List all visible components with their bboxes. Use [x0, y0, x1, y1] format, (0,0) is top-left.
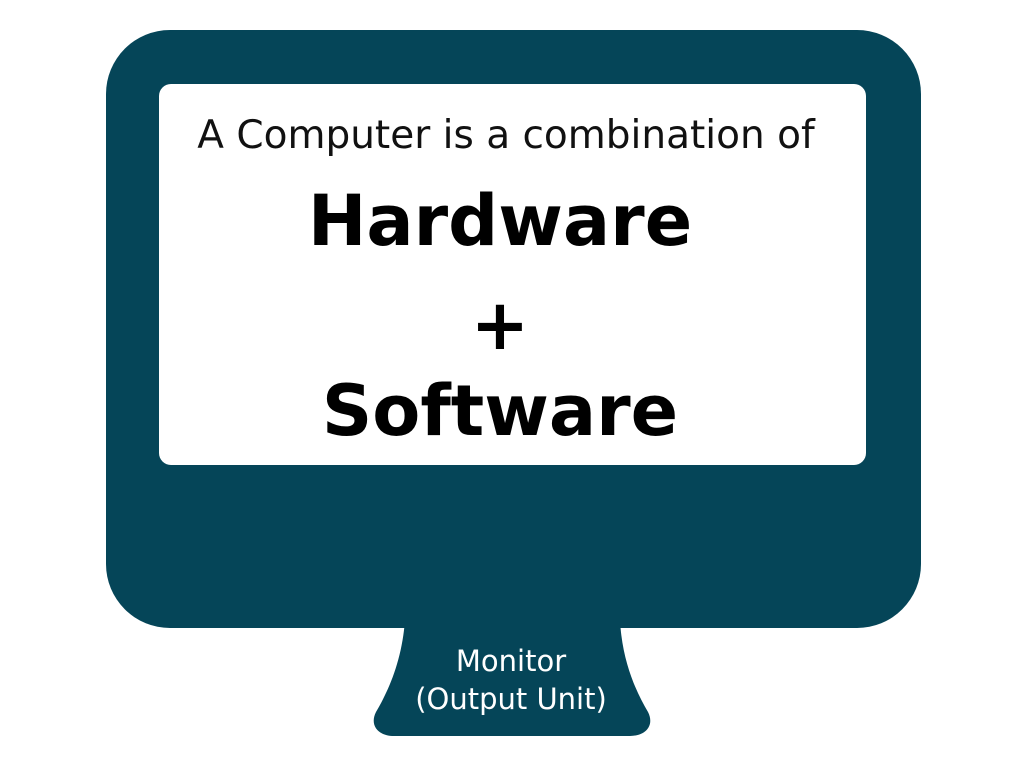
stand-label-output-unit: (Output Unit) — [415, 682, 607, 716]
stand-label-monitor: Monitor — [455, 644, 567, 678]
hardware-label: Hardware — [307, 180, 693, 262]
software-label: Software — [321, 370, 679, 452]
plus-sign: + — [470, 284, 530, 366]
intro-text: A Computer is a combination of — [197, 113, 815, 158]
monitor-screen — [159, 84, 866, 465]
